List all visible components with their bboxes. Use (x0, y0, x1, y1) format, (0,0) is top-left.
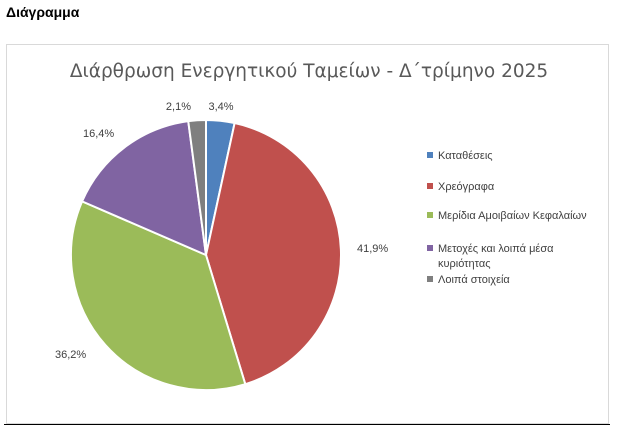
legend-swatch-2 (427, 183, 433, 189)
chart-frame: Διάρθρωση Ενεργητικού Ταμείων - Δ΄τρίμην… (6, 44, 609, 424)
legend-swatch-5 (427, 276, 433, 282)
page-heading: Διάγραμμα (6, 4, 80, 20)
pie-slice-2 (204, 121, 343, 386)
legend-label-2: Χρεόγραφα (438, 181, 495, 193)
pie-slice-5 (187, 118, 207, 256)
data-label-5: 2,1% (166, 101, 191, 113)
pie-slice-3 (70, 200, 247, 391)
legend-label-3: Μερίδια Αμοιβαίων Κεφαλαίων (438, 210, 587, 222)
pie-data-labels: 3,4% 41,9% 36,2% 16,4% 2,1% (55, 101, 388, 361)
data-label-4: 16,4% (83, 128, 114, 140)
chart-legend: Καταθέσεις Χρεόγραφα Μερίδια Αμοιβαίων Κεφ… (427, 150, 587, 286)
pie-slice-4 (80, 120, 208, 257)
bottom-rule (4, 424, 610, 425)
legend-label-5: Λοιπά στοιχεία (438, 274, 510, 286)
data-label-1: 3,4% (208, 101, 233, 113)
legend-swatch-3 (427, 212, 433, 218)
chart-title: Διάρθρωση Ενεργητικού Ταμείων - Δ΄τρίμην… (70, 61, 548, 82)
legend-swatch-4 (427, 245, 433, 251)
data-label-2: 41,9% (357, 243, 388, 255)
pie-slices (70, 118, 343, 391)
legend-label-1: Καταθέσεις (438, 150, 493, 162)
legend-label-4: Μετοχές και λοιπά μέσα κυριότητας (438, 243, 554, 270)
pie-chart: Διάρθρωση Ενεργητικού Ταμείων - Δ΄τρίμην… (55, 61, 587, 391)
data-label-3: 36,2% (55, 349, 86, 361)
legend-swatch-1 (427, 152, 433, 158)
